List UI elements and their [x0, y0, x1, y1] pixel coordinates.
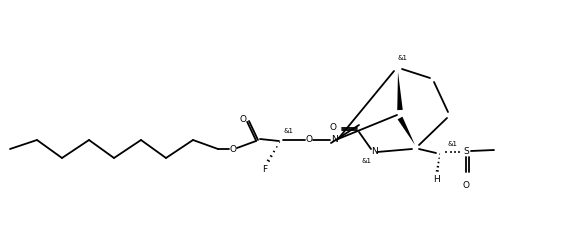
Text: O: O [239, 114, 246, 124]
Text: &1: &1 [447, 141, 457, 147]
Text: S: S [463, 148, 469, 156]
Text: &1: &1 [283, 128, 293, 134]
Text: N: N [371, 148, 378, 156]
Text: O: O [306, 136, 313, 144]
Text: &1: &1 [398, 55, 408, 61]
Text: &1: &1 [362, 158, 372, 164]
Polygon shape [397, 72, 403, 110]
Text: H: H [433, 175, 440, 185]
Text: O: O [229, 144, 236, 154]
Text: F: F [263, 166, 268, 174]
Text: O: O [329, 124, 336, 132]
Text: N: N [331, 136, 338, 144]
Text: O: O [462, 180, 469, 190]
Polygon shape [397, 117, 415, 145]
